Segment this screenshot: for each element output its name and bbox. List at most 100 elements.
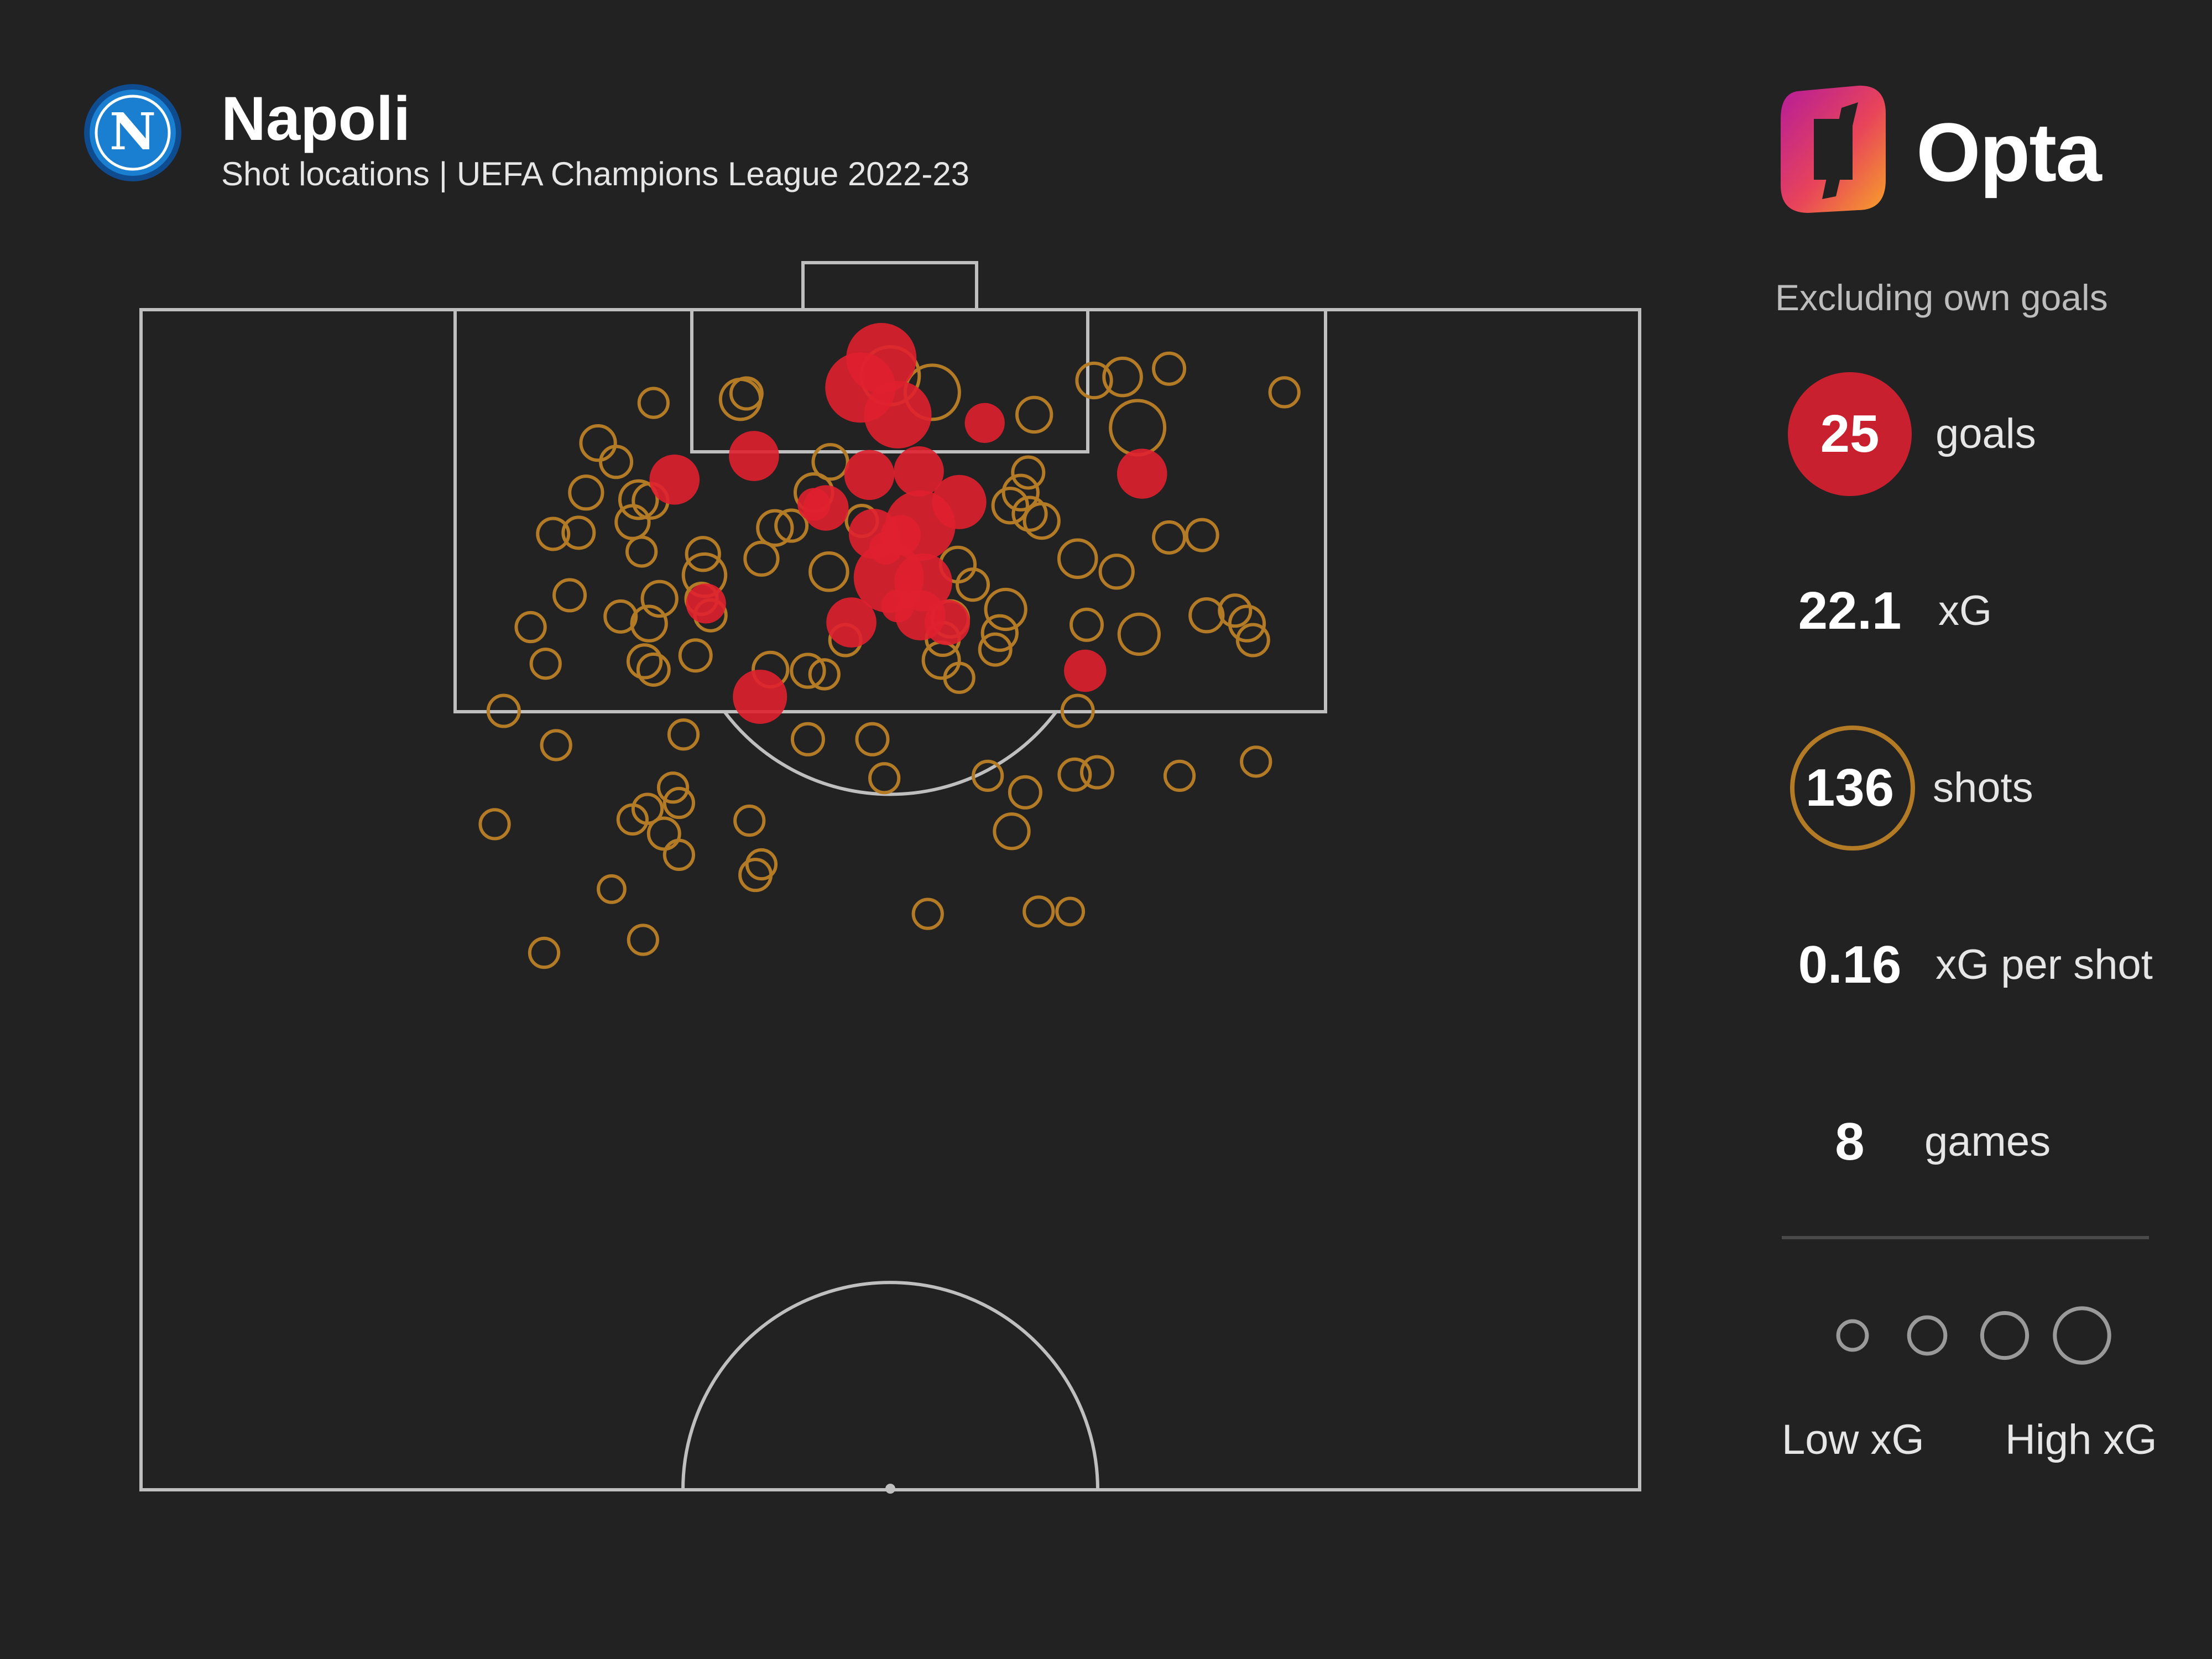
shot-point [646, 816, 681, 851]
shot-point [1117, 612, 1161, 656]
games-label: games [1924, 1118, 2051, 1165]
goal-point [844, 450, 895, 500]
shot-point [540, 729, 572, 761]
shot-point [514, 611, 547, 644]
goal-point [1064, 649, 1107, 692]
stat-xg-per-shot: 0.16 xG per shot [1786, 901, 2206, 1029]
shot-point [656, 771, 690, 804]
goal-point [826, 597, 877, 648]
shot-point [478, 808, 511, 841]
shot-point [729, 376, 764, 411]
shot-point [561, 515, 596, 550]
shot-point [1011, 455, 1046, 490]
goal-point [797, 488, 831, 521]
legend-marker [1907, 1315, 1948, 1356]
goals-value: 25 [1820, 404, 1880, 463]
xg-label: xG [1938, 587, 1992, 634]
centre-circle [681, 1281, 1099, 1490]
xg-per-shot-value: 0.16 [1798, 935, 1902, 994]
shot-point [627, 924, 659, 956]
shot-point [1015, 395, 1053, 434]
goals-layer [649, 322, 1167, 724]
shots-value: 136 [1805, 758, 1895, 817]
stat-goals: 25 goals [1786, 371, 2206, 498]
shot-point [614, 504, 651, 540]
shot-point [1188, 597, 1225, 634]
shot-point [811, 443, 849, 481]
shot-point [552, 578, 587, 613]
shot-point [685, 536, 721, 572]
shot-point [1079, 755, 1114, 790]
shot-point [625, 535, 658, 568]
goal-point [649, 454, 700, 505]
shot-point [790, 722, 825, 757]
goal-point [1117, 448, 1167, 499]
goal-point [864, 380, 932, 448]
chart-title: Napoli [221, 84, 411, 153]
chart-header: N Napoli Shot locations | UEFA Champions… [83, 83, 1134, 205]
brand-name: Opta [1916, 106, 2102, 199]
shot-point [528, 936, 561, 969]
shot-point [1057, 538, 1098, 580]
shot-point [911, 898, 944, 930]
legend-high-xg: High xG [2005, 1416, 2157, 1463]
shot-point [980, 614, 1019, 652]
shot-point [667, 718, 700, 751]
shot-point [921, 640, 961, 680]
goal-point [729, 431, 779, 481]
shot-point [733, 804, 766, 837]
goal-point [964, 403, 1005, 443]
shot-point [993, 812, 1031, 851]
shot-point [1109, 399, 1167, 457]
goal-point [733, 669, 787, 724]
legend-marker [1980, 1311, 2030, 1360]
stat-games: 8 games [1786, 1078, 2206, 1206]
shot-point [529, 648, 562, 680]
centre-spot [885, 1484, 895, 1494]
shot-point [745, 848, 778, 881]
shot-point [943, 661, 975, 694]
goal-point [894, 446, 944, 497]
shots-ring [1790, 726, 1915, 851]
xg-per-shot-label: xG per shot [1936, 941, 2153, 988]
shots-layer [478, 345, 1301, 969]
shot-point [616, 803, 649, 836]
shot-point [738, 858, 773, 893]
shot-point [855, 722, 890, 757]
shot-point [640, 580, 679, 618]
shot-point [626, 643, 663, 680]
shot-point [774, 508, 809, 543]
shot-point [636, 652, 671, 687]
goal-point [869, 531, 902, 565]
stat-shots: 136 shots [1786, 724, 2206, 852]
shot-point [790, 653, 826, 689]
shot-point [1235, 623, 1270, 658]
shot-point [1098, 554, 1135, 590]
xg-size-legend [1836, 1306, 2111, 1365]
shot-point [1022, 895, 1055, 928]
shot-point [984, 587, 1027, 632]
chart-subtitle: Shot locations | UEFA Champions League 2… [221, 155, 970, 192]
legend-marker [1836, 1319, 1869, 1352]
shot-point [1060, 693, 1095, 728]
shot-point [718, 378, 763, 421]
shot-point [618, 479, 659, 520]
goal-point [881, 589, 915, 623]
xg-value: 22.1 [1798, 581, 1902, 640]
legend-marker [2053, 1306, 2111, 1365]
shot-point [536, 517, 571, 551]
shot-point [1057, 757, 1092, 792]
shot-point [808, 658, 841, 691]
shot-point [868, 762, 901, 795]
opta-logo-icon [1781, 85, 1886, 213]
shot-point [972, 759, 1004, 792]
shot-point [662, 838, 696, 872]
shot-point [637, 387, 670, 419]
shot-point [1240, 745, 1272, 778]
shot-point [1022, 502, 1061, 540]
shot-point [599, 445, 634, 479]
shot-point [808, 551, 849, 592]
shot-point [1070, 607, 1104, 642]
shot-point [486, 693, 521, 728]
